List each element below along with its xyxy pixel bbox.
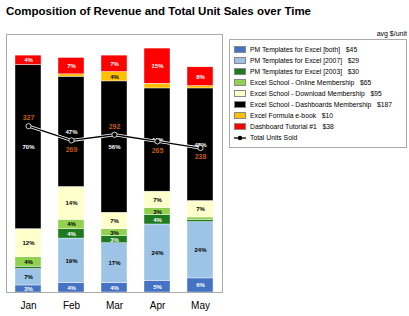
svg-text:7%: 7% <box>153 197 162 203</box>
svg-text:14%: 14% <box>65 200 78 206</box>
html-text:Excel School - Download Member: Excel School - Download Membership $95 <box>250 90 382 97</box>
svg-text:265: 265 <box>152 147 164 154</box>
svg-text:48%: 48% <box>194 141 207 148</box>
svg-text:Feb: Feb <box>63 300 81 311</box>
svg-text:7%: 7% <box>196 206 205 212</box>
svg-text:7%: 7% <box>110 218 119 224</box>
svg-text:47%: 47% <box>65 129 78 135</box>
html-text:Excel Formula e-book $10: Excel Formula e-book $10 <box>250 112 334 119</box>
svg-text:4%: 4% <box>67 221 76 227</box>
svg-text:56%: 56% <box>108 144 121 150</box>
html-text:Excel School - Online Membersh: Excel School - Online Membership $65 <box>250 79 372 86</box>
html-text:PM Templates for Excel [both]: PM Templates for Excel [both] $45 <box>250 46 358 53</box>
html-text:PM Templates for Excel [2003]: PM Templates for Excel [2003] $30 <box>250 68 360 75</box>
svg-text:19%: 19% <box>65 258 78 264</box>
html-text:Excel School - Dashboards Memb: Excel School - Dashboards Membership $18… <box>250 101 393 108</box>
svg-text:269: 269 <box>66 146 78 153</box>
svg-text:3%: 3% <box>24 286 33 292</box>
html-text:avg $/unit: avg $/unit <box>376 30 407 37</box>
html-text:Dashboard Tutorial #1 $38: Dashboard Tutorial #1 $38 <box>250 123 334 130</box>
svg-text:292: 292 <box>109 123 121 130</box>
svg-text:3%: 3% <box>110 237 119 243</box>
svg-text:4%: 4% <box>67 285 76 291</box>
svg-text:4%: 4% <box>110 74 119 80</box>
svg-text:7%: 7% <box>67 63 76 69</box>
svg-text:4%: 4% <box>110 285 119 291</box>
svg-text:6%: 6% <box>196 282 205 288</box>
html-text:PM Templates for Excel [2007]: PM Templates for Excel [2007] $29 <box>250 57 360 64</box>
svg-text:24%: 24% <box>194 247 207 253</box>
svg-text:Jan: Jan <box>20 300 36 311</box>
svg-text:4%: 4% <box>24 259 33 265</box>
svg-text:3%: 3% <box>153 209 162 215</box>
svg-text:4%: 4% <box>153 217 162 223</box>
svg-text:7%: 7% <box>110 61 119 67</box>
svg-text:24%: 24% <box>151 250 164 256</box>
svg-text:Mar: Mar <box>106 300 124 311</box>
svg-text:May: May <box>191 300 210 311</box>
svg-text:7%: 7% <box>24 274 33 280</box>
svg-text:3%: 3% <box>110 230 119 236</box>
svg-text:17%: 17% <box>108 260 121 266</box>
svg-text:4%: 4% <box>24 57 33 63</box>
html-text:Total Units Sold: Total Units Sold <box>250 134 298 141</box>
svg-text:12%: 12% <box>22 240 35 246</box>
svg-text:238: 238 <box>195 153 207 160</box>
html-text:Composition of Revenue and Tot: Composition of Revenue and Total Unit Sa… <box>6 5 311 17</box>
svg-text:70%: 70% <box>22 144 35 150</box>
svg-text:4%: 4% <box>67 231 76 237</box>
svg-text:15%: 15% <box>151 63 164 69</box>
svg-text:327: 327 <box>23 114 35 121</box>
svg-text:8%: 8% <box>196 74 205 80</box>
svg-text:Apr: Apr <box>150 300 166 311</box>
svg-text:5%: 5% <box>153 284 162 290</box>
